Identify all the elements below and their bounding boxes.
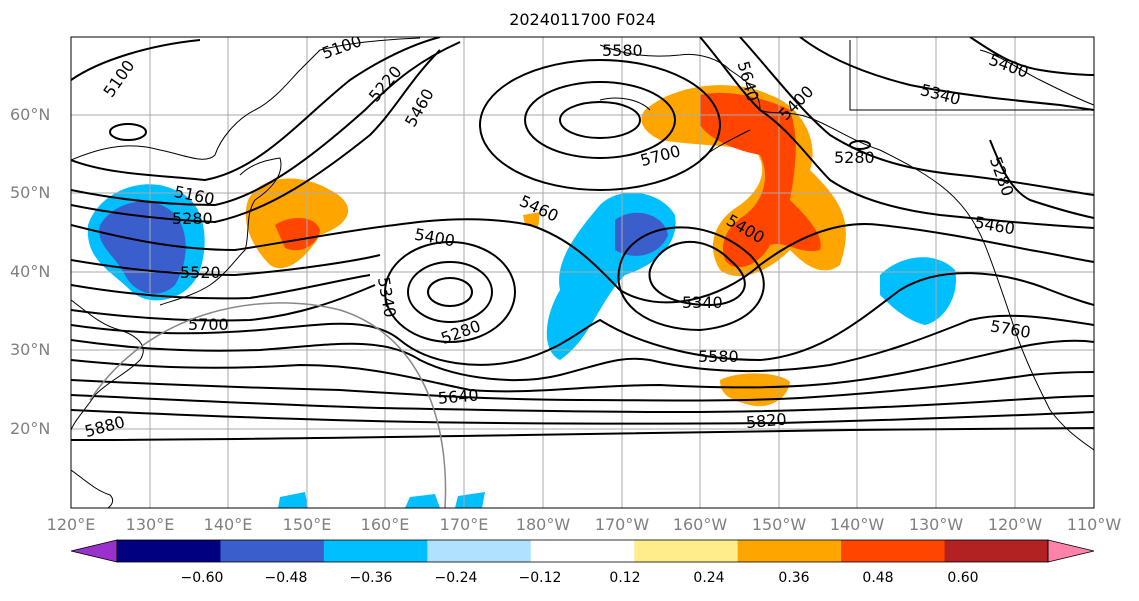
colorbar-segment (427, 540, 532, 562)
contour-label: 5280 (834, 148, 875, 167)
lon-label: 140°W (829, 515, 885, 534)
colorbar-segment (530, 540, 635, 562)
height-contours (71, 37, 1094, 441)
contour-label: 5820 (745, 410, 787, 432)
negative-anomaly-small-1 (278, 492, 308, 508)
contour-label: 5640 (437, 385, 479, 407)
positive-anomaly-hawaii (720, 373, 790, 407)
colorbar-tick-label: 0.24 (693, 570, 725, 586)
negative-anomaly-central-core (615, 212, 668, 256)
coastlines (71, 37, 1094, 508)
lat-label: 60°N (10, 105, 51, 124)
contour-label: 5280 (172, 209, 213, 228)
contour-label: 5340 (682, 293, 723, 312)
lon-label: 160°E (360, 515, 410, 534)
colorbar (70, 539, 1095, 563)
colorbar-tick-label: 0.48 (862, 570, 894, 586)
colorbar-tick-label: −0.24 (434, 570, 478, 586)
colorbar-tick-label: 0.60 (947, 570, 979, 586)
colorbar-extend-high (1047, 539, 1095, 563)
lon-label: 120°W (987, 515, 1043, 534)
negative-anomaly-small-3 (455, 492, 485, 508)
lat-label: 30°N (10, 340, 51, 359)
lon-label: 140°E (203, 515, 253, 534)
contour-label: 5580 (698, 347, 739, 366)
low-center-midpacific (427, 277, 473, 307)
lon-label: 160°W (672, 515, 728, 534)
lon-label: 110°W (1066, 515, 1122, 534)
colorbar-segment (323, 540, 428, 562)
lat-label: 40°N (10, 262, 51, 281)
colorbar-segment (220, 540, 325, 562)
high-center-bering (559, 101, 641, 139)
contour-labels: 5100 5100 5220 5460 5580 5640 5400 5400 … (83, 37, 1033, 441)
map-title: 2024011700 F024 (509, 10, 656, 29)
lon-label: 130°W (908, 515, 964, 534)
colorbar-segment (737, 540, 842, 562)
lon-label: 150°E (282, 515, 332, 534)
colorbar-segment (841, 540, 946, 562)
plot-frame (70, 36, 1095, 509)
contour-label: 5700 (188, 315, 229, 334)
colorbar-segment (634, 540, 739, 562)
great-circle-arc (89, 302, 447, 508)
colorbar-extend-low (70, 539, 118, 563)
colorbar-tick-label: −0.60 (180, 570, 224, 586)
lon-label: 120°E (46, 515, 96, 534)
colorbar-segment (944, 540, 1049, 562)
contour-label: 5520 (180, 263, 221, 282)
lon-label: 170°E (439, 515, 489, 534)
lon-label: 150°W (751, 515, 807, 534)
lon-label: 180°W (515, 515, 571, 534)
colorbar-tick-label: −0.12 (518, 570, 562, 586)
negative-anomaly-northeast (880, 257, 956, 325)
colorbar-tick-label: 0.12 (609, 570, 641, 586)
low-center-kamchatka (109, 123, 147, 141)
lon-label: 130°E (125, 515, 175, 534)
lat-label: 50°N (10, 183, 51, 202)
colorbar-tick-label: 0.36 (778, 570, 810, 586)
colorbar-frame (116, 539, 1049, 563)
negative-anomaly-small-2 (405, 494, 440, 508)
colorbar-tick-label: −0.48 (264, 570, 308, 586)
contour-label: 5580 (602, 41, 643, 60)
colorbar-tick-label: −0.36 (349, 570, 393, 586)
colorbar-segment (117, 540, 221, 562)
lon-label: 170°W (594, 515, 650, 534)
negative-anomaly-japan-core (99, 201, 186, 294)
lat-label: 20°N (10, 419, 51, 438)
